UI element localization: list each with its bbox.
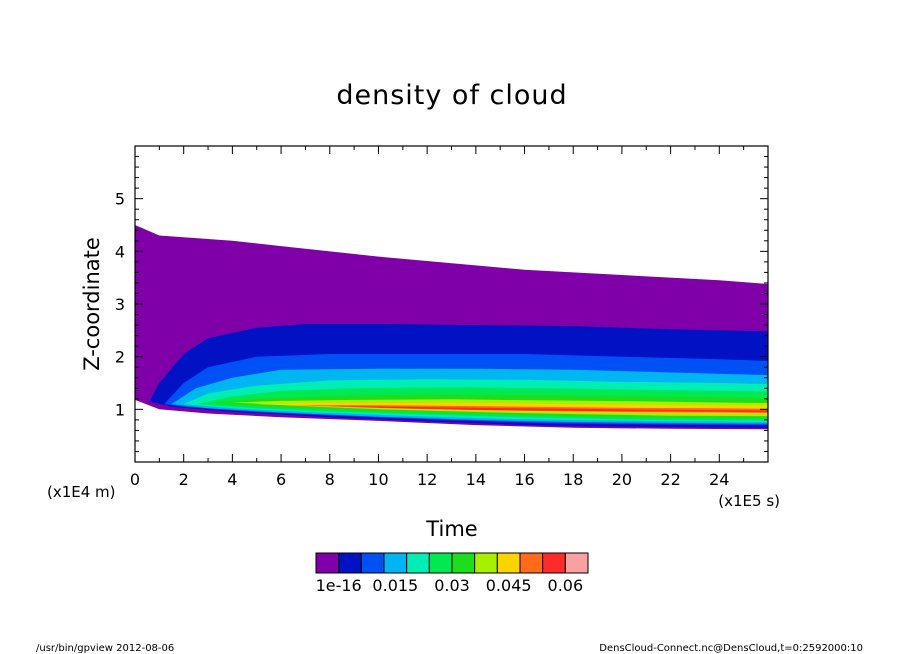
colorbar-label: 0.015 [372, 576, 418, 595]
chart-title: density of cloud [336, 80, 567, 111]
x-tick-label: 22 [660, 470, 680, 489]
colorbar-swatch [564, 552, 589, 574]
colorbar-swatch [360, 552, 385, 574]
y-tick-label: 5 [115, 190, 125, 209]
x-tick-label: 4 [227, 470, 237, 489]
x-tick-label: 10 [368, 470, 388, 489]
x-tick-label: 8 [325, 470, 335, 489]
colorbar: 1e-16 0.015 0.03 0.045 0.06 [315, 552, 589, 595]
y-tick-label: 4 [115, 242, 125, 261]
footer-left: /usr/bin/gpview 2012-08-06 [36, 643, 174, 654]
y-tick-label: 3 [115, 295, 125, 314]
y-axis: 1 2 3 4 5 [115, 145, 768, 463]
x-tick-label: 12 [417, 470, 437, 489]
x-tick-label: 6 [276, 470, 286, 489]
colorbar-swatch [383, 552, 408, 574]
colorbar-swatch [338, 552, 362, 574]
x-tick-label: 24 [709, 470, 729, 489]
colorbar-label: 0.045 [486, 576, 532, 595]
colorbar-swatch [406, 552, 430, 574]
y-axis-unit: (x1E4 m) [47, 483, 116, 501]
y-tick-label: 2 [115, 348, 125, 367]
colorbar-label: 1e-16 [316, 576, 362, 595]
colorbar-swatch [519, 552, 544, 574]
contour-fills [135, 225, 768, 430]
x-tick-label: 18 [563, 470, 583, 489]
colorbar-swatch [315, 552, 340, 574]
colorbar-label: 0.06 [548, 576, 584, 595]
x-tick-label: 0 [130, 470, 140, 489]
colorbar-swatch [496, 552, 521, 574]
x-tick-label: 16 [514, 470, 534, 489]
x-tick-label: 20 [612, 470, 632, 489]
colorbar-label: 0.03 [434, 576, 470, 595]
x-axis-label: Time [425, 517, 477, 541]
colorbar-swatch [542, 552, 566, 574]
colorbar-swatch [451, 552, 476, 574]
y-axis-label: Z-coordinate [80, 237, 104, 371]
x-tick-label: 14 [466, 470, 486, 489]
footer-right: DensCloud-Connect.nc@DensCloud,t=0:25920… [599, 643, 863, 654]
contour-band-10 [329, 406, 768, 412]
x-tick-label: 2 [179, 470, 189, 489]
x-axis-unit: (x1E5 s) [718, 492, 780, 510]
colorbar-swatch [428, 552, 453, 574]
x-axis: 0 2 4 6 8 10 12 14 16 18 20 22 24 [130, 146, 769, 489]
colorbar-swatch [474, 552, 498, 574]
y-tick-label: 1 [115, 400, 125, 419]
